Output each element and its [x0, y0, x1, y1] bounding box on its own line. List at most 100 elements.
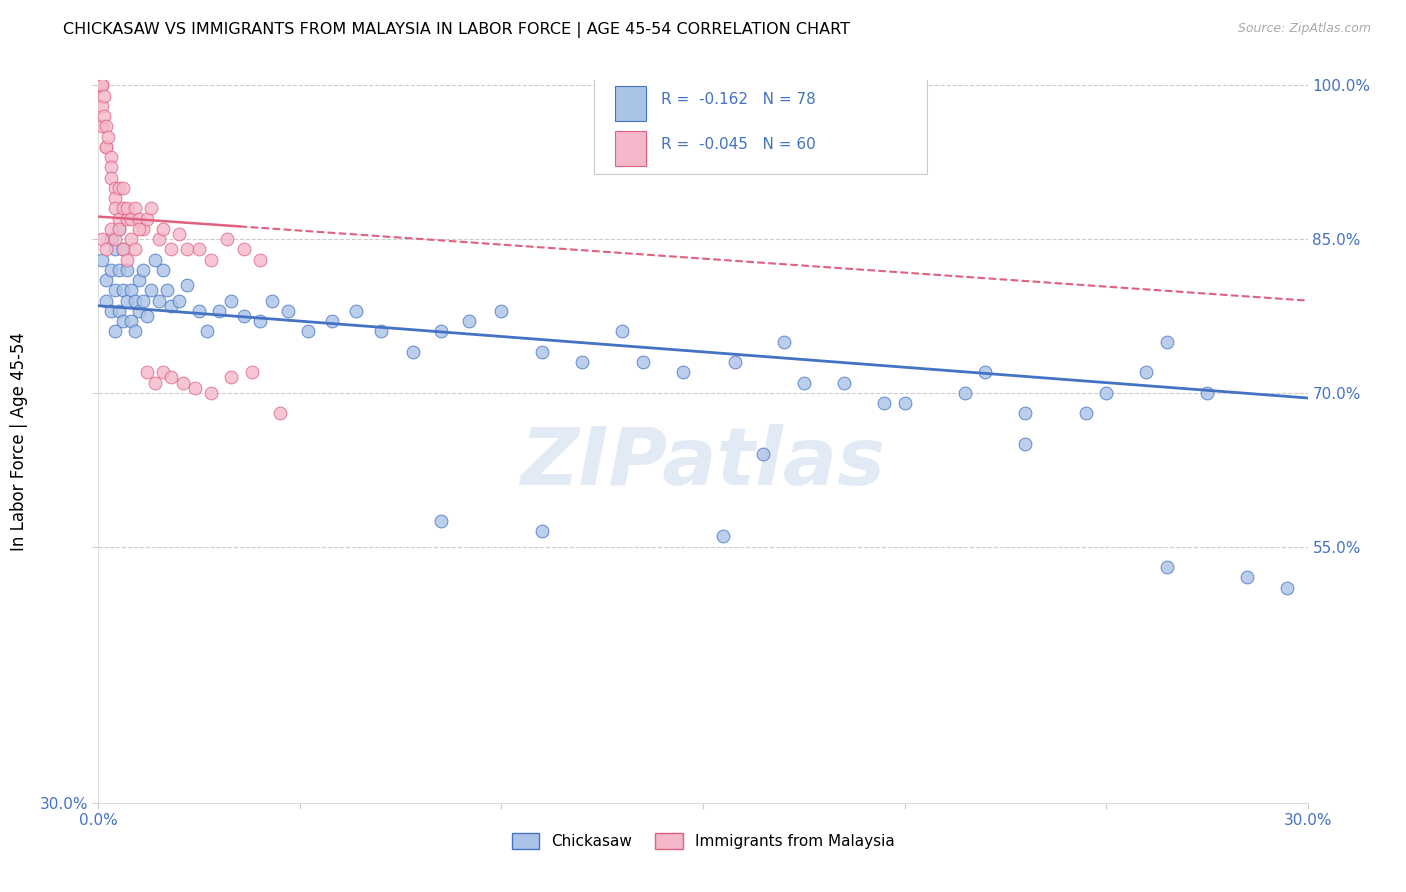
Point [217, 232, 239, 246]
Point [96, 243, 118, 257]
Point [772, 334, 794, 349]
Point [200, 252, 222, 267]
Point [260, 293, 283, 308]
Point [711, 120, 734, 134]
Point [530, 524, 553, 539]
Point [152, 365, 174, 379]
Point [711, 529, 734, 543]
Point [1014, 437, 1036, 451]
Point [176, 243, 198, 257]
Point [96, 293, 118, 308]
Point [1236, 570, 1258, 584]
Point [458, 314, 481, 328]
Point [139, 202, 162, 216]
Point [143, 376, 166, 390]
Point [188, 304, 211, 318]
Point [124, 202, 146, 216]
Point [1156, 334, 1178, 349]
Point [103, 181, 125, 195]
Point [107, 181, 129, 195]
Point [128, 222, 150, 236]
Point [344, 304, 367, 318]
Point [249, 252, 271, 267]
Point [96, 140, 118, 154]
Point [402, 344, 425, 359]
Point [269, 406, 291, 420]
Point [148, 232, 170, 246]
Point [188, 243, 211, 257]
Point [370, 324, 392, 338]
Point [176, 278, 198, 293]
Y-axis label: In Labor Force | Age 45-54: In Labor Force | Age 45-54 [10, 332, 28, 551]
Point [111, 243, 134, 257]
Point [832, 376, 855, 390]
Point [321, 314, 343, 328]
Point [91, 120, 114, 134]
Point [491, 304, 513, 318]
Point [100, 304, 122, 318]
Point [724, 355, 747, 369]
Point [111, 284, 134, 298]
Point [115, 252, 138, 267]
Point [93, 109, 115, 123]
Point [631, 355, 654, 369]
Point [221, 293, 243, 308]
Text: R =  -0.045   N = 60: R = -0.045 N = 60 [661, 136, 815, 152]
Point [100, 170, 122, 185]
Point [100, 161, 122, 175]
Point [1074, 406, 1097, 420]
Point [160, 243, 183, 257]
Point [530, 344, 553, 359]
Point [152, 222, 174, 236]
Point [297, 324, 319, 338]
Point [111, 314, 134, 328]
Point [124, 324, 146, 338]
Point [100, 150, 122, 164]
Point [107, 222, 129, 236]
Point [172, 376, 194, 390]
Text: Source: ZipAtlas.com: Source: ZipAtlas.com [1237, 22, 1371, 36]
Point [430, 324, 453, 338]
Point [160, 370, 183, 384]
Point [232, 309, 254, 323]
Point [103, 232, 125, 246]
Point [793, 376, 815, 390]
Point [120, 314, 142, 328]
Point [91, 232, 114, 246]
Point [873, 396, 896, 410]
Point [1014, 406, 1036, 420]
Point [103, 243, 125, 257]
Point [277, 304, 299, 318]
Point [135, 309, 157, 323]
Point [97, 129, 120, 144]
Point [974, 365, 997, 379]
Text: ZIPatlas: ZIPatlas [520, 425, 886, 502]
Text: R =  -0.162   N = 78: R = -0.162 N = 78 [661, 92, 815, 107]
Point [1195, 385, 1218, 400]
Point [571, 355, 593, 369]
Point [1135, 365, 1157, 379]
Point [128, 273, 150, 287]
Point [124, 293, 146, 308]
Point [184, 381, 207, 395]
Point [430, 514, 453, 528]
Point [107, 263, 129, 277]
Point [103, 324, 125, 338]
Point [167, 293, 190, 308]
Point [115, 293, 138, 308]
Point [672, 365, 695, 379]
Point [249, 314, 271, 328]
Point [132, 263, 155, 277]
Point [143, 252, 166, 267]
Point [111, 181, 134, 195]
Point [1095, 385, 1118, 400]
Point [96, 120, 118, 134]
Point [107, 222, 129, 236]
Point [752, 447, 775, 461]
Point [91, 78, 114, 93]
Point [893, 396, 915, 410]
Point [240, 365, 263, 379]
Point [132, 293, 155, 308]
Point [953, 385, 976, 400]
Point [89, 78, 111, 93]
